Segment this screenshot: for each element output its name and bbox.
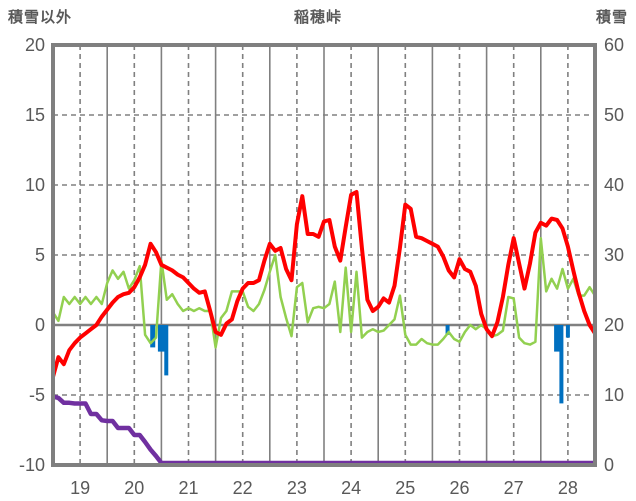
- green-line-series: [53, 236, 595, 349]
- tick-label: 20: [25, 35, 45, 55]
- gridlines: [53, 45, 595, 465]
- tick-label: 25: [395, 478, 415, 498]
- tick-label: -5: [29, 385, 45, 405]
- tick-label: 19: [70, 478, 90, 498]
- chart-title: 稲穂峠: [293, 9, 342, 26]
- tick-label: 5: [35, 245, 45, 265]
- tick-label: 20: [124, 478, 144, 498]
- blue-bars-series: [150, 325, 570, 404]
- bar: [445, 325, 450, 335]
- tick-label: 24: [341, 478, 361, 498]
- left-axis-title: 積雪以外: [8, 9, 73, 26]
- bar: [565, 325, 570, 338]
- left-axis-ticks: 20 15 10 5 0 -5 -10: [19, 35, 45, 475]
- tick-label: 26: [449, 478, 469, 498]
- tick-label: 60: [604, 35, 624, 55]
- red-line-series: [53, 190, 595, 379]
- tick-label: 28: [558, 478, 578, 498]
- tick-label: 10: [25, 175, 45, 195]
- right-axis-title: 積雪: [595, 9, 628, 26]
- tick-label: 40: [604, 175, 624, 195]
- tick-label: 15: [25, 105, 45, 125]
- x-axis-ticks: 19 20 21 22 23 24 25 26 27 28: [70, 478, 578, 498]
- bar: [559, 325, 564, 404]
- tick-label: 0: [35, 315, 45, 335]
- bar: [164, 325, 169, 376]
- tick-label: 23: [287, 478, 307, 498]
- bar: [150, 325, 156, 348]
- bar: [554, 325, 562, 352]
- right-axis-ticks: 60 50 40 30 20 10 0: [604, 35, 624, 475]
- tick-label: 27: [504, 478, 524, 498]
- tick-label: 10: [604, 385, 624, 405]
- tick-label: 50: [604, 105, 624, 125]
- tick-label: 21: [178, 478, 198, 498]
- bar: [157, 325, 165, 352]
- plot-border: [51, 43, 597, 467]
- tick-label: 30: [604, 245, 624, 265]
- tick-label: 20: [604, 315, 624, 335]
- tick-label: 22: [233, 478, 253, 498]
- tick-label: -10: [19, 455, 45, 475]
- tick-label: 0: [604, 455, 614, 475]
